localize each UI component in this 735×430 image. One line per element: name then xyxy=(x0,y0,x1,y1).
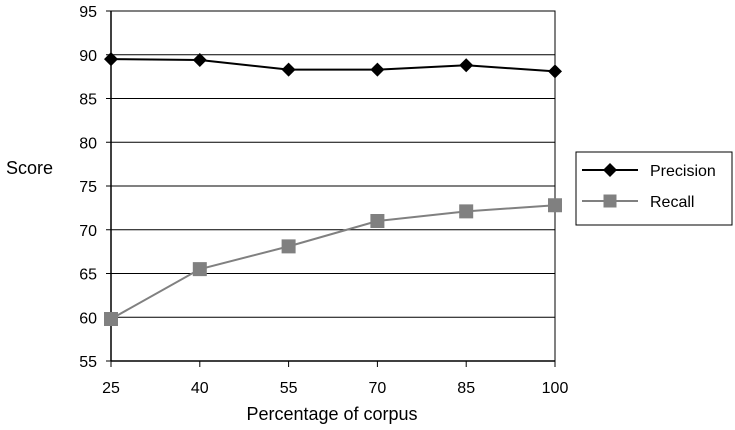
data-point-precision xyxy=(281,62,296,77)
legend: Precision Recall xyxy=(575,151,733,226)
y-tick-label: 55 xyxy=(79,354,97,371)
x-tick-label: 85 xyxy=(457,380,475,397)
legend-label-precision: Precision xyxy=(650,163,716,180)
y-tick-label: 70 xyxy=(79,223,97,240)
series-line-precision xyxy=(110,58,556,73)
y-tick-label: 90 xyxy=(79,48,97,65)
data-point-recall xyxy=(281,239,296,254)
data-point-recall xyxy=(548,198,562,213)
legend-marker-recall-square-icon xyxy=(603,194,617,208)
y-tick-label: 80 xyxy=(79,135,97,152)
data-point-recall xyxy=(104,312,118,326)
data-point-recall xyxy=(370,214,385,228)
series-line-recall xyxy=(110,204,556,320)
x-tick-labels: 25 40 55 70 85 100 xyxy=(102,380,568,397)
y-tick-label: 95 xyxy=(79,4,97,21)
x-tick-label: 100 xyxy=(542,380,569,397)
axes xyxy=(106,10,556,367)
y-tick-label: 85 xyxy=(79,92,97,109)
data-point-recall xyxy=(459,204,474,219)
data-point-precision xyxy=(548,64,562,79)
y-tick-label: 60 xyxy=(79,310,97,327)
y-axis-title: Score xyxy=(6,158,53,178)
x-tick-label: 40 xyxy=(191,380,209,397)
x-tick-label: 25 xyxy=(102,380,120,397)
legend-marker-precision-diamond-icon xyxy=(603,163,617,177)
data-point-recall xyxy=(192,262,207,277)
x-tick-label: 55 xyxy=(280,380,298,397)
data-point-precision xyxy=(459,58,474,73)
gridlines xyxy=(111,10,555,362)
y-tick-labels: 55 60 65 70 75 80 85 90 95 xyxy=(79,4,97,371)
y-tick-label: 75 xyxy=(79,179,97,196)
data-point-precision xyxy=(104,52,118,67)
legend-box xyxy=(575,151,733,226)
series-group xyxy=(104,52,562,326)
legend-label-recall: Recall xyxy=(650,194,694,211)
data-point-precision xyxy=(370,62,385,77)
data-point-precision xyxy=(192,53,207,67)
x-tick-label: 70 xyxy=(369,380,387,397)
x-axis-title: Percentage of corpus xyxy=(246,404,417,424)
y-tick-label: 65 xyxy=(79,267,97,284)
